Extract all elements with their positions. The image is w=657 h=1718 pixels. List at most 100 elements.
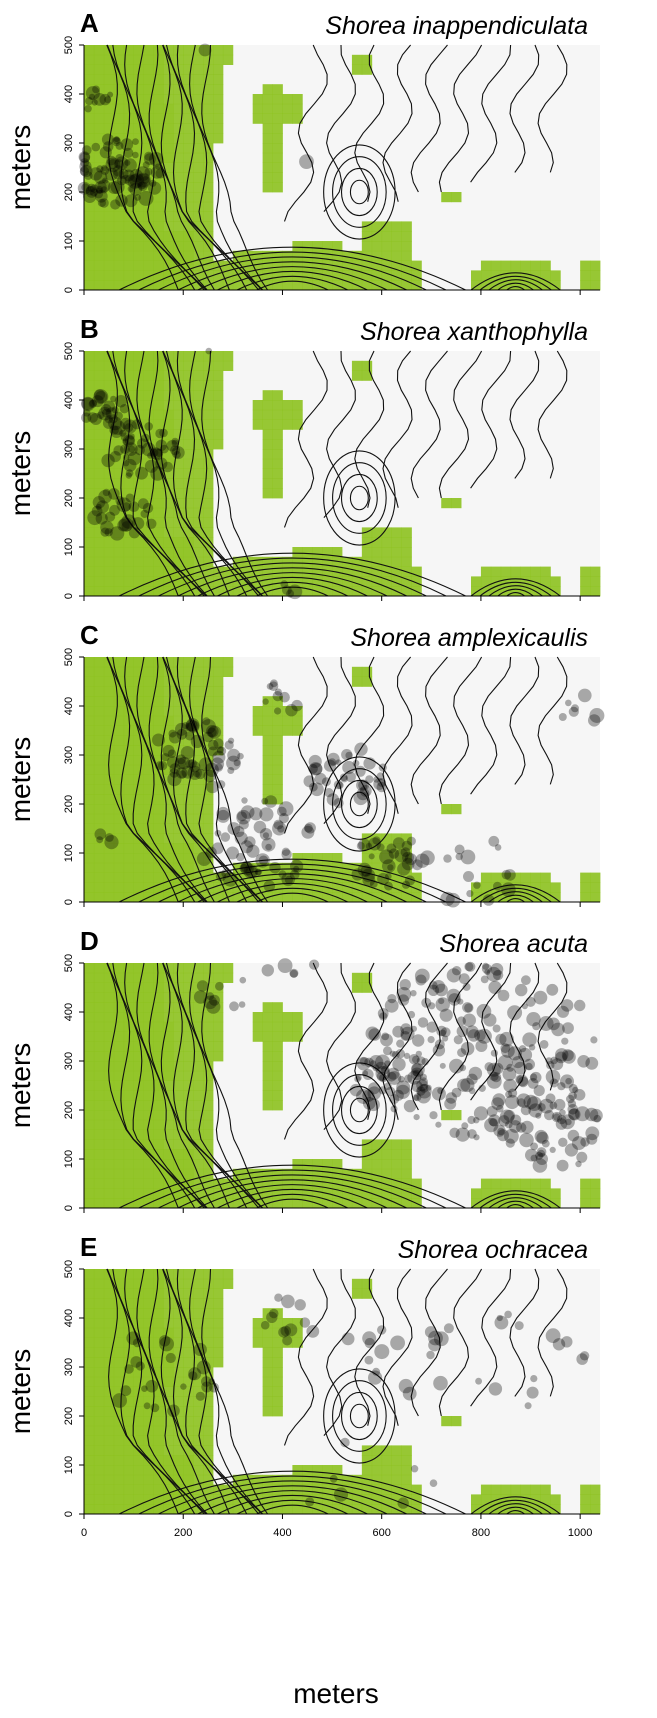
- data-point: [165, 1352, 176, 1364]
- habitat-cell: [183, 1070, 194, 1081]
- data-point: [220, 832, 231, 842]
- data-point: [454, 844, 465, 855]
- habitat-cell: [143, 1484, 154, 1495]
- data-point: [206, 999, 221, 1014]
- habitat-cell: [510, 872, 522, 883]
- data-point: [308, 782, 318, 792]
- contour-line: [106, 962, 179, 1209]
- habitat-cell: [123, 478, 135, 489]
- habitat-cell: [580, 892, 591, 903]
- habitat-cell: [351, 1484, 363, 1495]
- contour-line: [349, 1403, 369, 1429]
- data-point: [206, 780, 219, 794]
- habitat-cell: [103, 745, 115, 756]
- data-point: [367, 1098, 380, 1112]
- data-point: [560, 999, 574, 1012]
- habitat-cell: [540, 260, 551, 271]
- habitat-cell: [153, 74, 164, 85]
- data-point: [269, 862, 281, 874]
- data-point: [306, 1325, 320, 1338]
- habitat-cell: [183, 657, 194, 668]
- habitat-cell: [173, 823, 184, 834]
- habitat-cell: [312, 576, 323, 587]
- data-point: [419, 1083, 429, 1093]
- habitat-cell: [203, 686, 214, 697]
- habitat-cell: [193, 1139, 204, 1150]
- data-point: [372, 1064, 380, 1072]
- habitat-cell: [203, 498, 214, 509]
- habitat-cell: [530, 872, 541, 883]
- habitat-cell: [213, 1178, 224, 1189]
- habitat-cell: [103, 201, 115, 212]
- habitat-cell: [133, 576, 144, 587]
- data-point: [568, 1083, 578, 1093]
- habitat-cell: [143, 449, 154, 460]
- habitat-cell: [183, 1139, 194, 1150]
- habitat-cell: [193, 370, 204, 381]
- habitat-cell: [123, 963, 135, 974]
- data-point: [87, 183, 96, 192]
- habitat-cell: [391, 1168, 402, 1179]
- data-point: [491, 1072, 502, 1083]
- habitat-cell: [163, 804, 174, 815]
- data-point: [537, 1103, 546, 1112]
- data-point: [308, 754, 322, 769]
- habitat-cell: [342, 576, 353, 587]
- habitat-cell: [401, 537, 412, 548]
- habitat-cell: [84, 862, 95, 873]
- habitat-cell: [113, 1269, 125, 1280]
- habitat-cell: [193, 1269, 204, 1280]
- habitat-cell: [371, 270, 383, 281]
- data-point: [426, 1021, 438, 1033]
- data-point: [361, 1070, 369, 1077]
- habitat-cell: [153, 686, 164, 697]
- data-point: [110, 395, 117, 403]
- habitat-cell: [103, 517, 115, 528]
- data-point: [368, 1028, 382, 1041]
- habitat-cell: [272, 1051, 283, 1062]
- habitat-cell: [312, 1178, 323, 1189]
- habitat-cell: [163, 547, 174, 558]
- contour-line: [136, 656, 208, 903]
- data-point: [195, 1391, 205, 1401]
- data-point: [94, 189, 104, 199]
- data-point: [586, 1133, 598, 1145]
- data-point: [377, 1008, 389, 1019]
- contour-line: [438, 350, 483, 499]
- data-point: [83, 409, 91, 417]
- data-point: [159, 1335, 171, 1347]
- habitat-cell: [113, 1090, 125, 1101]
- habitat-cell: [93, 390, 105, 401]
- habitat-cell: [401, 280, 412, 291]
- data-point: [478, 1084, 486, 1092]
- habitat-cell: [84, 1318, 95, 1329]
- habitat-cell: [113, 390, 125, 401]
- habitat-cell: [163, 872, 174, 883]
- habitat-cell: [530, 1188, 541, 1199]
- habitat-cell: [203, 755, 214, 766]
- habitat-cell: [123, 676, 135, 687]
- habitat-cell: [193, 1119, 204, 1130]
- habitat-cell: [123, 507, 135, 518]
- habitat-cell: [342, 1484, 353, 1495]
- habitat-cell: [590, 280, 601, 291]
- habitat-cell: [93, 231, 105, 242]
- contour-line: [106, 44, 179, 291]
- habitat-cell: [272, 478, 283, 489]
- data-point: [449, 1058, 464, 1074]
- habitat-cell: [213, 576, 224, 587]
- habitat-cell: [292, 409, 303, 420]
- habitat-cell: [391, 1445, 402, 1456]
- data-point: [100, 166, 110, 175]
- habitat-cell: [401, 1188, 412, 1199]
- habitat-cell: [262, 1386, 273, 1397]
- data-point: [464, 962, 474, 972]
- habitat-cell: [272, 586, 283, 597]
- habitat-cell: [391, 566, 402, 577]
- habitat-cell: [272, 892, 283, 903]
- data-point: [142, 502, 154, 514]
- habitat-cell: [203, 1278, 214, 1289]
- habitat-cell: [103, 892, 115, 903]
- habitat-cell: [143, 370, 154, 381]
- data-point: [522, 1032, 537, 1047]
